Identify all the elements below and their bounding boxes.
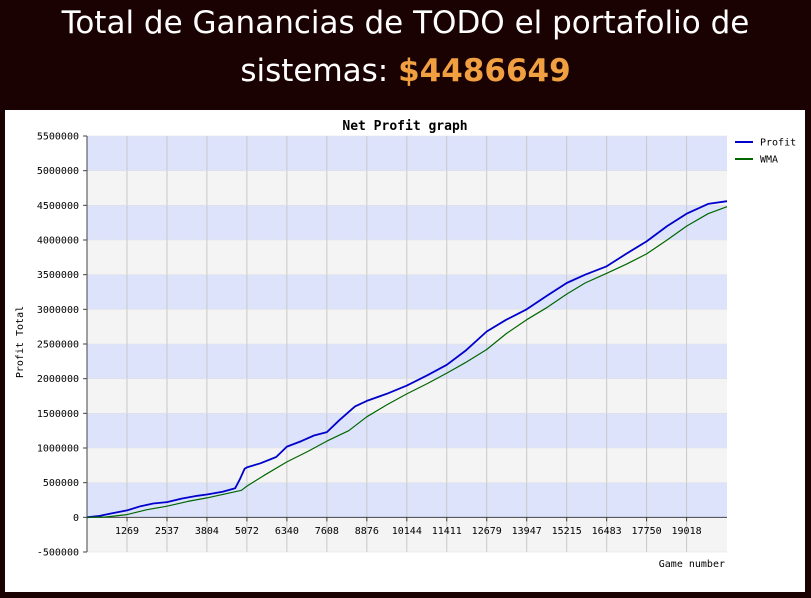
y-tick-label: 0 [73,513,79,524]
y-tick-label: 2500000 [37,340,79,351]
y-tick-label: 4000000 [37,236,79,247]
total-profit-amount: $4486649 [398,53,571,89]
x-tick-label: 15215 [552,526,582,537]
x-tick-label: 19018 [672,526,702,537]
x-tick-label: 17750 [632,526,662,537]
y-tick-label: 500000 [43,478,79,489]
x-tick-label: 12679 [472,526,502,537]
chart-series [86,200,728,519]
x-tick-label: 5072 [235,526,259,537]
chart-axes [83,135,727,553]
series-line-profit [86,200,728,519]
y-tick-label: 5500000 [37,132,79,143]
x-axis-label: Game number [659,559,725,570]
legend-label-wma: WMA [760,155,778,166]
x-tick-label: 2537 [155,526,179,537]
x-tick-label: 16483 [592,526,622,537]
y-axis-label: Profit Total [15,306,26,378]
header-title-prefix: sistemas: [240,53,399,89]
x-tick-label: 10144 [392,526,422,537]
y-tick-label: -500000 [37,548,79,559]
x-tick-label: 11411 [432,526,462,537]
x-tick-label: 13947 [512,526,542,537]
x-tick-labels: 1269 2537 3804 5072 6340 7608 8876 10144 11411 12… [115,526,702,537]
page-header: Total de Ganancias de TODO el portafolio… [0,0,811,104]
legend-label-profit: Profit [760,138,796,149]
y-tick-label: 3000000 [37,305,79,316]
x-tick-label: 8876 [355,526,379,537]
chart-title: Net Profit graph [342,119,467,134]
y-tick-label: 2000000 [37,374,79,385]
y-tick-label: 3500000 [37,270,79,281]
net-profit-chart: -500000 0 500000 1000000 1500000 2000000 25000… [15,119,796,570]
series-line-wma [86,206,728,518]
y-tick-label: 1000000 [37,444,79,455]
y-tick-label: 5000000 [37,166,79,177]
x-tick-label: 1269 [115,526,139,537]
x-tick-label: 7608 [315,526,339,537]
chart-legend: Profit WMA [735,138,796,166]
x-tick-label: 3804 [195,526,219,537]
chart-panel: -500000 0 500000 1000000 1500000 2000000 25000… [5,110,805,592]
x-tick-label: 6340 [275,526,299,537]
header-title-line2: sistemas: $4486649 [0,48,811,94]
y-tick-label: 4500000 [37,201,79,212]
y-tick-label: 1500000 [37,409,79,420]
chart-grid [87,135,727,553]
y-tick-labels: -500000 0 500000 1000000 1500000 2000000 25000… [37,132,79,559]
header-title-line1: Total de Ganancias de TODO el portafolio… [61,5,750,41]
